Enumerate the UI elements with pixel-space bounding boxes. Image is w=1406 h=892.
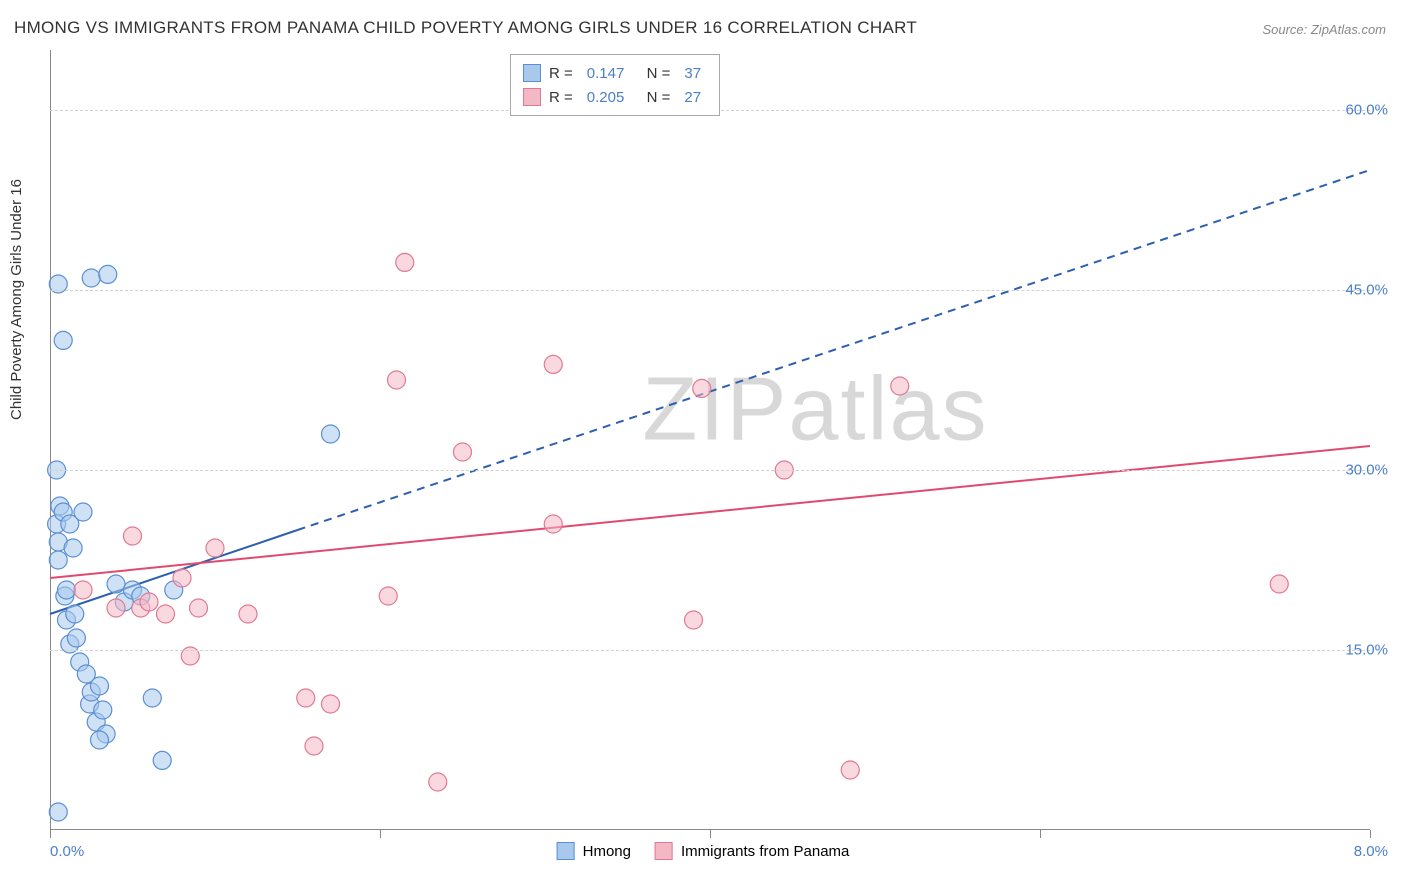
trend-line-solid bbox=[50, 446, 1370, 578]
legend-n-value: 27 bbox=[684, 89, 701, 106]
y-axis-label: Child Poverty Among Girls Under 16 bbox=[8, 179, 25, 420]
trend-line-solid bbox=[50, 530, 298, 614]
chart-title: HMONG VS IMMIGRANTS FROM PANAMA CHILD PO… bbox=[14, 18, 917, 38]
legend-r-label: R = bbox=[549, 89, 573, 106]
data-point bbox=[206, 539, 224, 557]
x-tick-mark bbox=[1370, 830, 1371, 838]
data-point bbox=[153, 751, 171, 769]
data-point bbox=[841, 761, 859, 779]
data-point bbox=[99, 265, 117, 283]
data-point bbox=[239, 605, 257, 623]
data-point bbox=[173, 569, 191, 587]
data-point bbox=[322, 425, 340, 443]
chart-container: HMONG VS IMMIGRANTS FROM PANAMA CHILD PO… bbox=[0, 0, 1406, 892]
grid-line bbox=[50, 290, 1370, 291]
data-point bbox=[91, 731, 109, 749]
legend-swatch bbox=[523, 64, 541, 82]
data-point bbox=[49, 551, 67, 569]
data-point bbox=[1270, 575, 1288, 593]
data-point bbox=[693, 379, 711, 397]
data-point bbox=[544, 355, 562, 373]
legend-item: Hmong bbox=[557, 842, 631, 860]
legend-row: R = 0.205 N = 27 bbox=[523, 85, 707, 109]
data-point bbox=[190, 599, 208, 617]
legend-n-value: 37 bbox=[684, 65, 701, 82]
data-point bbox=[107, 599, 125, 617]
legend-n-label: N = bbox=[638, 65, 670, 82]
data-point bbox=[685, 611, 703, 629]
x-tick-mark bbox=[380, 830, 381, 838]
x-tick-mark bbox=[710, 830, 711, 838]
data-point bbox=[429, 773, 447, 791]
trend-line-dashed bbox=[298, 170, 1371, 530]
data-point bbox=[124, 527, 142, 545]
legend-r-value: 0.205 bbox=[587, 89, 625, 106]
legend-swatch bbox=[655, 842, 673, 860]
grid-line bbox=[50, 650, 1370, 651]
data-point bbox=[74, 581, 92, 599]
data-point bbox=[82, 269, 100, 287]
data-point bbox=[891, 377, 909, 395]
legend-r-value: 0.147 bbox=[587, 65, 625, 82]
x-tick-mark bbox=[1040, 830, 1041, 838]
legend-label: Hmong bbox=[583, 843, 631, 860]
data-point bbox=[58, 581, 76, 599]
y-tick-label: 60.0% bbox=[1345, 102, 1388, 119]
legend-r-label: R = bbox=[549, 65, 573, 82]
legend-swatch bbox=[557, 842, 575, 860]
data-point bbox=[54, 331, 72, 349]
data-point bbox=[157, 605, 175, 623]
data-point bbox=[140, 593, 158, 611]
data-point bbox=[91, 677, 109, 695]
data-point bbox=[49, 803, 67, 821]
y-tick-label: 45.0% bbox=[1345, 282, 1388, 299]
grid-line bbox=[50, 470, 1370, 471]
legend-swatch bbox=[523, 88, 541, 106]
legend-label: Immigrants from Panama bbox=[681, 843, 849, 860]
data-point bbox=[544, 515, 562, 533]
series-legend: Hmong Immigrants from Panama bbox=[557, 842, 850, 860]
x-tick-label: 8.0% bbox=[1354, 843, 1388, 860]
data-point bbox=[64, 539, 82, 557]
data-point bbox=[107, 575, 125, 593]
data-point bbox=[454, 443, 472, 461]
data-point bbox=[74, 503, 92, 521]
data-point bbox=[67, 629, 85, 647]
data-point bbox=[396, 253, 414, 271]
data-point bbox=[388, 371, 406, 389]
legend-row: R = 0.147 N = 37 bbox=[523, 61, 707, 85]
x-tick-mark bbox=[50, 830, 51, 838]
x-tick-label: 0.0% bbox=[50, 843, 84, 860]
y-tick-label: 30.0% bbox=[1345, 462, 1388, 479]
legend-item: Immigrants from Panama bbox=[655, 842, 849, 860]
source-label: Source: ZipAtlas.com bbox=[1262, 22, 1386, 37]
correlation-legend: R = 0.147 N = 37 R = 0.205 N = 27 bbox=[510, 54, 720, 116]
data-point bbox=[94, 701, 112, 719]
legend-n-label: N = bbox=[638, 89, 670, 106]
plot-svg bbox=[50, 50, 1370, 830]
data-point bbox=[297, 689, 315, 707]
data-point bbox=[322, 695, 340, 713]
data-point bbox=[143, 689, 161, 707]
data-point bbox=[66, 605, 84, 623]
data-point bbox=[305, 737, 323, 755]
data-point bbox=[379, 587, 397, 605]
y-tick-label: 15.0% bbox=[1345, 642, 1388, 659]
